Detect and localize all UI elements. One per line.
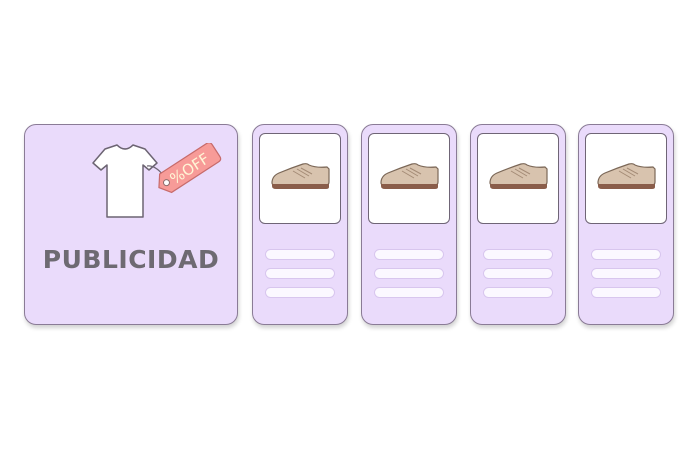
placeholder-line: [483, 268, 553, 279]
shoe-icon: [380, 163, 439, 189]
placeholder-line: [265, 249, 335, 260]
placeholder-line: [591, 287, 661, 298]
t-shirt-icon: [92, 144, 158, 218]
placeholder-line: [374, 268, 444, 279]
placeholder-line: [374, 249, 444, 260]
shoe-icon: [597, 163, 656, 189]
product-card[interactable]: [252, 124, 348, 325]
placeholder-line: [591, 249, 661, 260]
placeholder-line: [265, 268, 335, 279]
advertisement-banner[interactable]: %OFF PUBLICIDAD: [24, 124, 238, 325]
placeholder-line: [265, 287, 335, 298]
product-card[interactable]: [578, 124, 674, 325]
product-image: [368, 133, 450, 224]
product-image: [585, 133, 667, 224]
ad-label: PUBLICIDAD: [42, 245, 220, 274]
placeholder-line: [483, 249, 553, 260]
shoe-icon: [271, 163, 330, 189]
product-image: [259, 133, 341, 224]
product-image: [477, 133, 559, 224]
product-card[interactable]: [361, 124, 457, 325]
product-card[interactable]: [470, 124, 566, 325]
placeholder-line: [483, 287, 553, 298]
placeholder-line: [374, 287, 444, 298]
shoe-icon: [489, 163, 548, 189]
sale-illustration: %OFF: [92, 143, 222, 218]
placeholder-line: [591, 268, 661, 279]
price-tag-icon: %OFF: [158, 143, 222, 194]
